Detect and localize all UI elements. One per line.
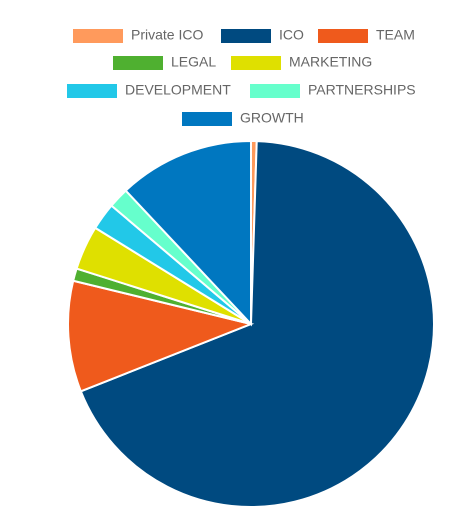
pie-slice — [79, 140, 435, 508]
legend-label[interactable]: Private ICO — [131, 27, 203, 43]
legend-label[interactable]: GROWTH — [240, 110, 304, 126]
legend-label[interactable]: ICO — [279, 27, 304, 43]
legend-label[interactable]: PARTNERSHIPS — [308, 82, 416, 98]
legend-label[interactable]: DEVELOPMENT — [125, 82, 231, 98]
legend-swatch[interactable] — [73, 29, 123, 43]
legend-label[interactable]: MARKETING — [289, 54, 372, 70]
legend-swatch[interactable] — [231, 56, 281, 70]
legend-swatch[interactable] — [67, 84, 117, 98]
pie-slice — [67, 279, 255, 393]
legend-swatch[interactable] — [182, 112, 232, 126]
legend-label[interactable]: LEGAL — [171, 54, 216, 70]
legend-swatch[interactable] — [221, 29, 271, 43]
legend-swatch[interactable] — [113, 56, 163, 70]
legend-swatch[interactable] — [318, 29, 368, 43]
legend-label[interactable]: TEAM — [376, 27, 415, 43]
pie-slice — [124, 139, 252, 327]
legend-swatch[interactable] — [250, 84, 300, 98]
